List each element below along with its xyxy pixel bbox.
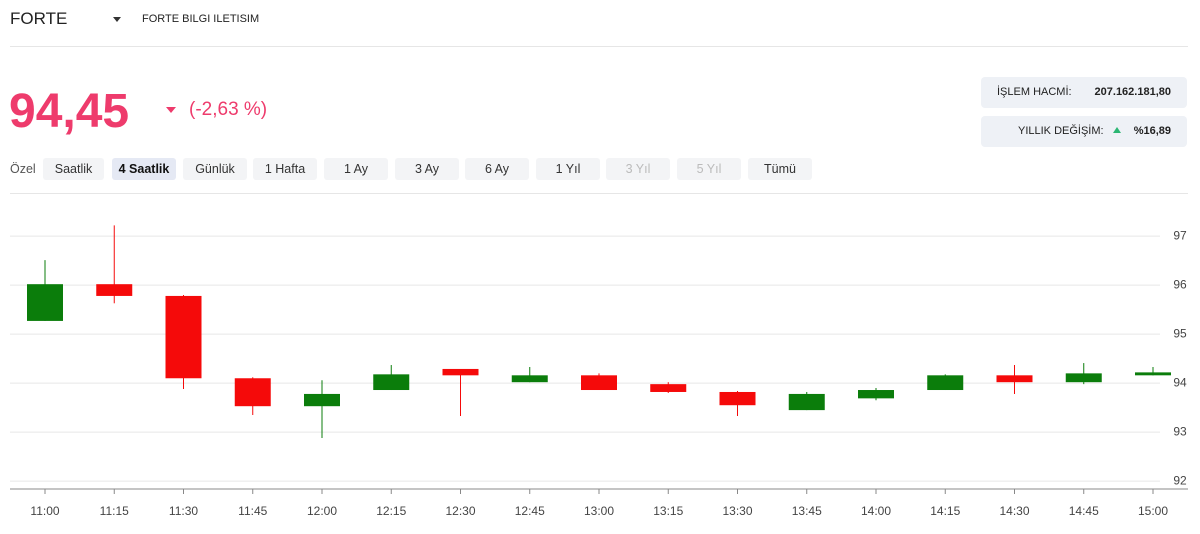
period-button[interactable]: Tümü	[748, 158, 812, 180]
x-tick-label: 11:30	[169, 504, 198, 518]
x-tick-label: 12:00	[307, 504, 337, 518]
x-tick-label: 12:15	[376, 504, 406, 518]
candle-body	[165, 295, 202, 379]
candle-body	[719, 391, 756, 406]
x-tick-label: 14:45	[1069, 504, 1099, 518]
divider	[10, 193, 1188, 194]
candle-body	[581, 375, 617, 391]
x-tick-label: 13:00	[584, 504, 614, 518]
x-tick-label: 11:15	[100, 504, 129, 518]
stat-box: YILLIK DEĞİŞİM: %16,89	[981, 116, 1187, 147]
period-button[interactable]: 5 Yıl	[677, 158, 741, 180]
divider	[10, 46, 1188, 47]
period-button[interactable]: 1 Yıl	[536, 158, 600, 180]
up-icon	[1113, 127, 1121, 133]
stat-label: İŞLEM HACMİ:	[997, 86, 1072, 98]
candle-body	[27, 284, 63, 321]
y-tick-label: 97	[1173, 228, 1187, 242]
candle-body	[1065, 373, 1102, 383]
candle-body	[1135, 372, 1171, 376]
x-tick-label: 14:15	[930, 504, 960, 518]
candle-body	[442, 368, 479, 376]
candle-body	[373, 374, 410, 391]
price: 94,45	[9, 85, 130, 138]
x-tick-label: 11:45	[238, 504, 267, 518]
x-tick-label: 14:30	[999, 504, 1029, 518]
candle-body	[927, 375, 964, 391]
x-tick-label: 12:30	[445, 504, 475, 518]
y-tick-label: 92	[1173, 473, 1187, 487]
period-button[interactable]: Saatlik	[43, 158, 104, 180]
x-tick-label: 13:15	[653, 504, 683, 518]
candle-body	[511, 375, 548, 383]
x-tick-label: 12:45	[515, 504, 545, 518]
down-icon	[166, 107, 176, 113]
y-tick-label: 95	[1173, 326, 1187, 340]
stat-value: %16,89	[1133, 125, 1171, 137]
candle-body	[234, 378, 271, 407]
y-tick-label: 96	[1173, 277, 1187, 291]
price-change: (-2,63 %)	[189, 99, 268, 120]
symbol: FORTE	[10, 9, 68, 28]
y-tick-label: 93	[1173, 424, 1187, 438]
stat-label: YILLIK DEĞİŞİM:	[1018, 125, 1104, 137]
stat-value: 207.162.181,80	[1094, 86, 1171, 98]
period-button[interactable]: 6 Ay	[465, 158, 529, 180]
candle-body	[304, 393, 340, 407]
x-tick-label: 15:00	[1138, 504, 1168, 518]
candle-body	[788, 393, 825, 411]
candle-body	[96, 284, 133, 296]
stat-box: İŞLEM HACMİ: 207.162.181,80	[981, 77, 1187, 108]
x-tick-label: 13:45	[792, 504, 822, 518]
candle-body	[858, 390, 894, 399]
period-button[interactable]: 3 Ay	[395, 158, 459, 180]
period-button[interactable]: 1 Ay	[324, 158, 388, 180]
period-button[interactable]: 4 Saatlik	[112, 158, 176, 180]
candle-body	[996, 375, 1033, 383]
period-label: Özel	[10, 162, 36, 176]
x-tick-label: 13:30	[722, 504, 752, 518]
dropdown-icon[interactable]	[112, 14, 122, 24]
candle-body	[650, 384, 687, 392]
period-button[interactable]: Günlük	[183, 158, 247, 180]
y-tick-label: 94	[1173, 375, 1187, 389]
period-button[interactable]: 3 Yıl	[606, 158, 670, 180]
x-tick-label: 14:00	[861, 504, 891, 518]
company-name: FORTE BILGI ILETISIM	[142, 13, 260, 25]
period-button[interactable]: 1 Hafta	[253, 158, 317, 180]
x-tick-label: 11:00	[30, 504, 59, 518]
